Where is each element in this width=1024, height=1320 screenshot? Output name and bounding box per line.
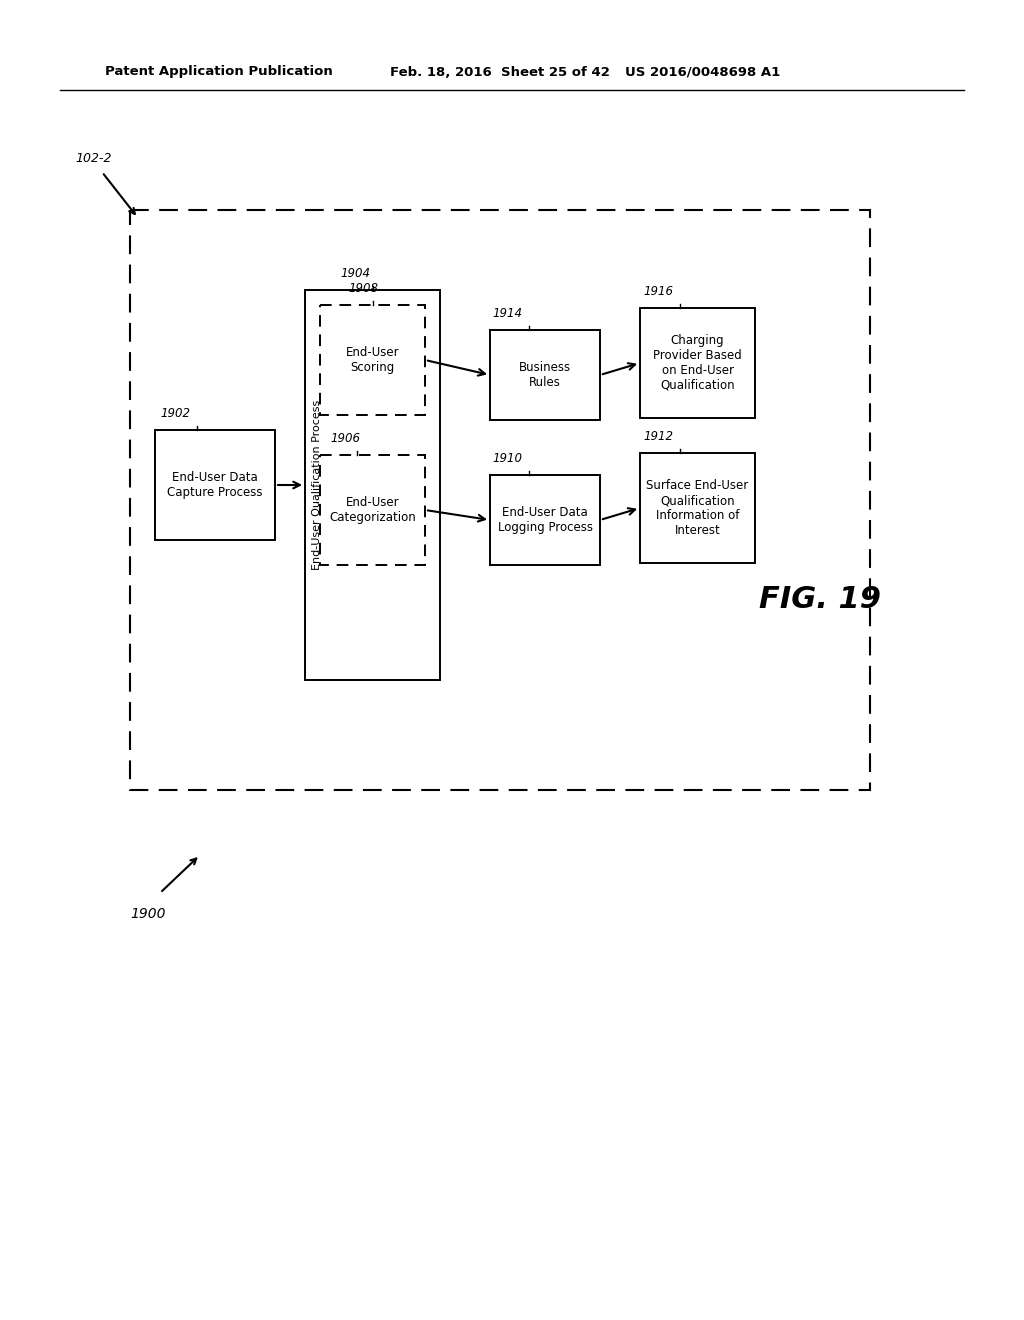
Text: FIG. 19: FIG. 19 [759, 586, 881, 615]
Text: 1916: 1916 [643, 285, 673, 298]
Bar [490, 330, 600, 420]
Text: 1900: 1900 [130, 907, 166, 921]
Text: 1902: 1902 [160, 407, 190, 420]
Text: Charging
Provider Based
on End-User
Qualification: Charging Provider Based on End-User Qual… [653, 334, 741, 392]
Bar [490, 475, 600, 565]
Text: 1912: 1912 [643, 430, 673, 444]
Text: End-User
Scoring: End-User Scoring [346, 346, 399, 374]
Text: 1906: 1906 [330, 432, 360, 445]
Text: End-User Data
Logging Process: End-User Data Logging Process [498, 506, 593, 535]
Text: Business
Rules: Business Rules [519, 360, 571, 389]
Text: US 2016/0048698 A1: US 2016/0048698 A1 [625, 66, 780, 78]
Text: End-User
Categorization: End-User Categorization [329, 496, 416, 524]
Text: End-User Data
Capture Process: End-User Data Capture Process [167, 471, 263, 499]
Text: 102-2: 102-2 [75, 152, 112, 165]
Text: End-User Qualification Process: End-User Qualification Process [312, 400, 322, 570]
Text: 1910: 1910 [492, 451, 522, 465]
Bar [319, 305, 425, 414]
Text: Patent Application Publication: Patent Application Publication [105, 66, 333, 78]
Bar [305, 290, 440, 680]
Text: 1914: 1914 [492, 308, 522, 319]
Bar [640, 308, 755, 418]
Text: 1908: 1908 [348, 282, 378, 294]
Bar [640, 453, 755, 564]
Bar [130, 210, 870, 789]
Bar [155, 430, 275, 540]
Text: 1904: 1904 [340, 267, 370, 280]
Text: Surface End-User
Qualification
Information of
Interest: Surface End-User Qualification Informati… [646, 479, 749, 537]
Bar [319, 455, 425, 565]
Text: Feb. 18, 2016  Sheet 25 of 42: Feb. 18, 2016 Sheet 25 of 42 [390, 66, 610, 78]
